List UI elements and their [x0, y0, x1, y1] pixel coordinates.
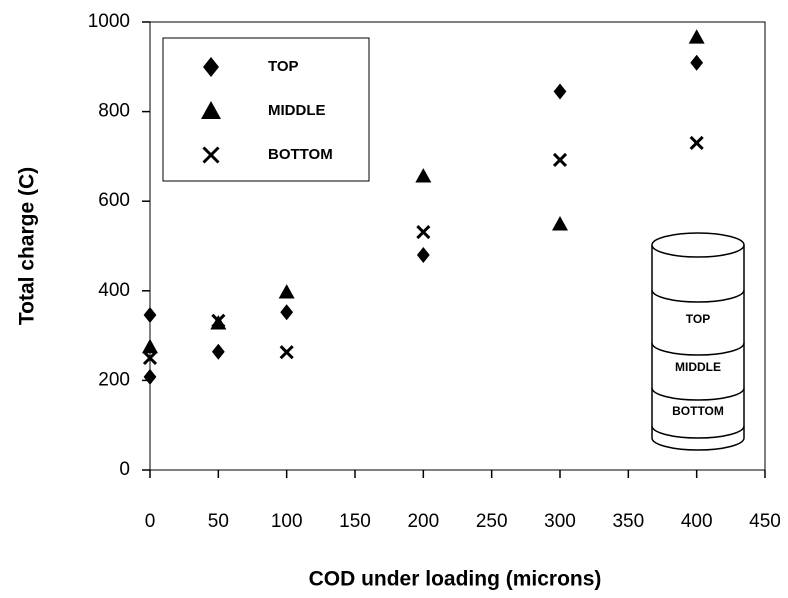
triangle-marker — [142, 338, 158, 354]
x-tick-label: 350 — [612, 511, 644, 532]
cylinder-band — [651, 387, 745, 401]
y-tick-label: 1000 — [88, 11, 130, 32]
triangle-marker — [688, 29, 705, 44]
x-tick-label: 0 — [145, 511, 156, 532]
x-tick-label: 50 — [208, 511, 229, 532]
x-tick-label: 300 — [544, 511, 576, 532]
legend-marker — [201, 101, 221, 119]
diamond-marker — [416, 246, 430, 263]
diamond-marker — [690, 54, 704, 71]
cylinder-top — [651, 232, 745, 258]
x-tick-label: 400 — [681, 511, 713, 532]
diamond-marker — [143, 368, 157, 385]
x-tick-label: 150 — [339, 511, 371, 532]
plot-frame — [149, 21, 766, 471]
y-tick-label: 800 — [98, 101, 130, 122]
legend-marker — [203, 57, 219, 77]
inset-cylinder — [651, 232, 745, 451]
legend-label: TOP — [268, 58, 299, 75]
inset-label: TOP — [686, 312, 710, 326]
cylinder-body — [651, 245, 745, 451]
legend-marker — [202, 146, 220, 164]
diamond-marker — [143, 306, 157, 323]
x-axis-title: COD under loading (microns) — [309, 568, 602, 591]
y-axis-title: Total charge (C) — [16, 167, 39, 325]
x-marker — [142, 350, 158, 366]
x-marker — [211, 313, 226, 328]
x-marker — [279, 345, 294, 360]
y-tick-label: 200 — [98, 369, 130, 390]
y-tick-label: 400 — [98, 280, 130, 301]
x-marker — [552, 152, 568, 168]
diamond-marker — [211, 343, 225, 360]
inset-label: BOTTOM — [672, 404, 724, 418]
legend-label: MIDDLE — [268, 102, 326, 119]
x-marker — [689, 135, 704, 151]
inset-label: MIDDLE — [675, 360, 721, 374]
cylinder-band — [651, 342, 745, 356]
y-tick-label: 600 — [98, 190, 130, 211]
legend-box — [162, 37, 370, 182]
y-tick-label: 0 — [119, 459, 130, 480]
x-tick-label: 450 — [749, 511, 781, 532]
x-marker — [416, 225, 431, 240]
diamond-marker — [553, 83, 567, 100]
x-tick-label: 200 — [407, 511, 439, 532]
triangle-marker — [278, 284, 295, 299]
cylinder-band — [651, 289, 745, 303]
x-tick-label: 250 — [476, 511, 508, 532]
x-tick-label: 100 — [271, 511, 303, 532]
triangle-marker — [552, 216, 568, 231]
triangle-marker — [415, 168, 432, 183]
diamond-marker — [280, 304, 294, 321]
legend-label: BOTTOM — [268, 146, 333, 163]
cylinder-band — [651, 425, 745, 439]
